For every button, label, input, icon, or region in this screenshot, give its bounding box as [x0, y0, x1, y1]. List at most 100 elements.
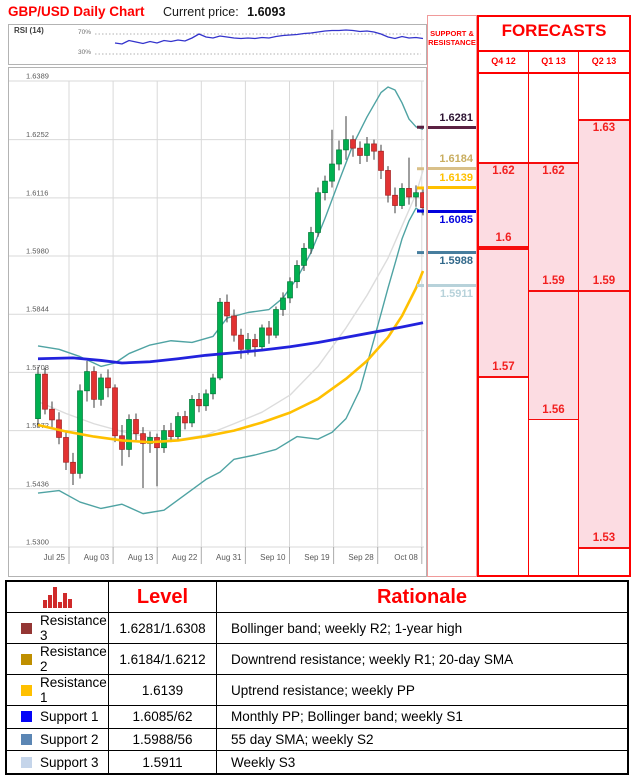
sr-level-line	[428, 209, 476, 213]
forecast-cell-q1-13: 1.62 1.59 1.56	[529, 73, 579, 575]
forecast-low-value: 1.56	[542, 403, 565, 416]
volume-bars-icon	[42, 586, 73, 608]
candle-down	[91, 371, 97, 400]
forecast-cell-q4-12: 1.62 1.6 1.57	[479, 73, 529, 575]
forecast-high-value: 1.63	[592, 122, 616, 135]
candle-up	[364, 143, 370, 156]
report-header: GBP/USD Daily Chart Current price: 1.609…	[8, 3, 285, 21]
level-rationale: Bollinger band; weekly R2; 1-year high	[216, 612, 627, 643]
current-price-label: Current price:	[162, 5, 239, 19]
candle-down	[63, 437, 69, 463]
candle-down	[392, 194, 398, 206]
rsi-line	[114, 29, 424, 45]
candle-down	[168, 430, 174, 437]
price-chart-panel: 1.6389 1.6252 1.6116 1.5980 1.5844 1.5708 1.55…	[8, 67, 427, 577]
level-name: Resistance 1	[40, 675, 107, 705]
forecast-mid-line	[579, 290, 629, 293]
candle-up	[77, 390, 83, 474]
table-row-label: Support 1	[7, 705, 108, 728]
table-row-label: Support 3	[7, 750, 108, 773]
forecast-quarter-1: Q4 12	[479, 50, 529, 72]
level-value: 1.6281/1.6308	[108, 612, 216, 643]
sr-level-value: 1.6184	[439, 153, 473, 166]
forecast-headers-rule	[479, 72, 629, 74]
candle-up	[322, 180, 328, 194]
candle-up	[399, 188, 405, 206]
forecast-mid-value: 1.59	[542, 275, 565, 288]
sr-title-line2: RESISTANCE	[428, 38, 476, 47]
forecast-high-line	[579, 119, 629, 121]
forecast-quarter-3: Q2 13	[591, 56, 617, 66]
date-tick-label: Aug 03	[84, 553, 110, 562]
price-tick-label: 1.5844	[26, 305, 49, 314]
table-row-label: Resistance 1	[7, 674, 108, 705]
forecast-high-value: 1.62	[542, 164, 565, 177]
forecast-mid-line	[479, 246, 528, 251]
candle-down	[371, 143, 377, 152]
candle-down	[42, 373, 48, 410]
date-tick-label: Aug 31	[216, 553, 242, 562]
rsi-upper-guide-label: 70%	[77, 29, 91, 36]
sma-long-line	[37, 321, 424, 365]
forecast-low-line	[579, 547, 629, 549]
price-tick-label: 1.5980	[26, 247, 49, 256]
support-resistance-title: SUPPORT & RESISTANCE	[428, 29, 476, 47]
candle-down	[70, 461, 76, 474]
date-tick-label: Sep 10	[260, 553, 286, 562]
sr-level-line	[428, 186, 476, 190]
candle-down	[266, 327, 272, 336]
candle-up	[343, 139, 349, 151]
candle-up	[84, 371, 90, 392]
candle-down	[140, 433, 146, 444]
volume-bar	[67, 599, 72, 608]
candle-down	[133, 419, 139, 434]
current-price-value: 1.6093	[247, 5, 286, 19]
price-tick-label: 1.6389	[26, 72, 49, 81]
candle-down	[378, 150, 384, 171]
forecast-mid-value: 1.59	[592, 275, 616, 288]
page-title: GBP/USD Daily Chart	[8, 4, 145, 19]
level-column-header: Level	[108, 582, 216, 612]
level-rationale: Downtrend resistance; weekly R1; 20-day …	[216, 643, 627, 674]
candle-up	[161, 430, 167, 449]
forecast-quarter-2: Q1 13	[529, 50, 579, 72]
candle-up	[98, 377, 104, 400]
table-row-label: Resistance 2	[7, 643, 108, 674]
candle-down	[385, 170, 391, 196]
candle-down	[350, 139, 356, 149]
level-color-swatch	[21, 622, 32, 634]
candle-down	[182, 416, 188, 424]
forecast-high-value: 1.62	[492, 164, 515, 177]
level-color-swatch	[21, 711, 32, 723]
forecasts-panel: FORECASTS Q4 12 Q1 13 Q2 13 1.62 1.6 1.57 1.6…	[477, 15, 631, 577]
candle-up	[189, 399, 195, 424]
level-rationale: Uptrend resistance; weekly PP	[216, 674, 627, 705]
sr-title-line1: SUPPORT &	[430, 29, 474, 38]
forecast-columns: 1.62 1.6 1.57 1.62 1.59 1.56 1.63 1.59 1.53	[479, 73, 629, 575]
candle-up	[210, 377, 216, 395]
level-name: Support 3	[40, 754, 99, 770]
candle-down	[357, 147, 363, 156]
rsi-lower-guide-label: 30%	[77, 49, 91, 56]
bollinger-lower-line	[37, 207, 424, 515]
candle-up	[413, 192, 419, 198]
candle-down	[112, 387, 118, 437]
candlestick-chart: 1.6389 1.6252 1.6116 1.5980 1.5844 1.5708 1.55…	[9, 72, 426, 564]
sma-55-line	[37, 270, 425, 444]
candle-up	[35, 373, 41, 419]
volume-bar	[52, 587, 57, 608]
table-row-label: Resistance 3	[7, 612, 108, 643]
candle-up	[280, 297, 286, 310]
candle-down	[49, 408, 55, 421]
level-rationale: 55 day SMA; weekly S2	[216, 727, 627, 751]
level-name: Resistance 2	[40, 644, 107, 674]
forecast-low-line	[529, 418, 578, 421]
forecast-low-line	[479, 376, 528, 378]
rsi-plot	[95, 29, 424, 55]
level-color-swatch	[21, 756, 32, 768]
candle-up	[245, 339, 251, 350]
date-tick-label: Sep 19	[304, 553, 330, 562]
forecast-high-line	[529, 162, 578, 164]
price-tick-label: 1.5436	[26, 479, 49, 488]
level-color-swatch	[21, 653, 32, 665]
